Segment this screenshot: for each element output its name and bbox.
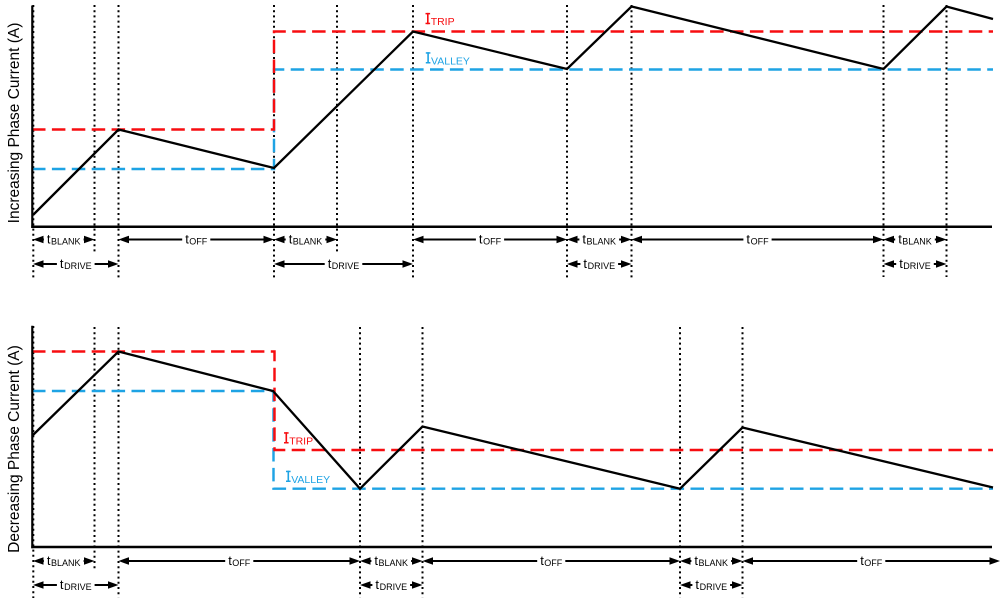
svg-text:t: t: [60, 577, 64, 592]
svg-text:t: t: [583, 256, 587, 271]
svg-text:t: t: [375, 577, 379, 592]
svg-text:OFF: OFF: [189, 237, 207, 247]
svg-text:t: t: [289, 232, 293, 247]
svg-text:BLANK: BLANK: [587, 237, 617, 247]
svg-text:BLANK: BLANK: [902, 237, 932, 247]
svg-text:DRIVE: DRIVE: [332, 261, 360, 271]
svg-text:DRIVE: DRIVE: [64, 261, 92, 271]
svg-text:t: t: [860, 553, 864, 568]
svg-text:BLANK: BLANK: [51, 237, 81, 247]
svg-text:Decreasing Phase Current (A): Decreasing Phase Current (A): [6, 345, 23, 553]
svg-text:t: t: [374, 553, 378, 568]
svg-text:DRIVE: DRIVE: [64, 582, 92, 592]
svg-text:t: t: [694, 553, 698, 568]
svg-text:t: t: [746, 232, 750, 247]
svg-text:t: t: [47, 232, 51, 247]
svg-text:OFF: OFF: [544, 558, 562, 568]
svg-text:OFF: OFF: [864, 558, 882, 568]
svg-text:t: t: [328, 256, 332, 271]
svg-text:t: t: [185, 232, 189, 247]
svg-text:VALLEY: VALLEY: [291, 474, 330, 486]
svg-text:OFF: OFF: [232, 558, 250, 568]
svg-text:t: t: [898, 232, 902, 247]
svg-text:DRIVE: DRIVE: [380, 582, 408, 592]
svg-text:Increasing Phase Current (A): Increasing Phase Current (A): [6, 23, 23, 224]
svg-text:t: t: [228, 553, 232, 568]
svg-text:DRIVE: DRIVE: [588, 261, 616, 271]
svg-text:TRIP: TRIP: [431, 16, 455, 28]
svg-text:OFF: OFF: [751, 237, 769, 247]
svg-text:TRIP: TRIP: [289, 436, 313, 448]
svg-text:DRIVE: DRIVE: [700, 582, 728, 592]
svg-text:t: t: [540, 553, 544, 568]
svg-text:t: t: [695, 577, 699, 592]
svg-text:VALLEY: VALLEY: [431, 56, 470, 68]
svg-text:BLANK: BLANK: [379, 558, 409, 568]
svg-text:BLANK: BLANK: [293, 237, 323, 247]
svg-text:BLANK: BLANK: [699, 558, 729, 568]
svg-text:t: t: [899, 256, 903, 271]
svg-text:BLANK: BLANK: [51, 558, 81, 568]
svg-text:DRIVE: DRIVE: [903, 261, 931, 271]
svg-text:t: t: [582, 232, 586, 247]
svg-text:t: t: [47, 553, 51, 568]
svg-text:t: t: [60, 256, 64, 271]
svg-text:t: t: [479, 232, 483, 247]
svg-text:OFF: OFF: [483, 237, 501, 247]
